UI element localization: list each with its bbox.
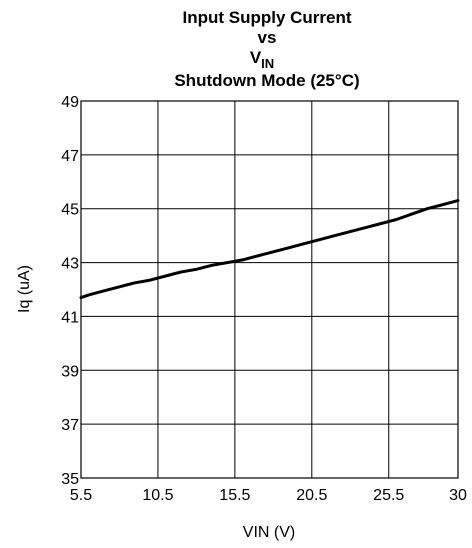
plot-frame (80, 100, 459, 479)
title-vin-base: V (250, 48, 262, 67)
title-line-1: Input Supply Current (182, 8, 351, 27)
y-axis-label: Iq (uA) (16, 265, 33, 313)
y-tick-labels: 35 37 39 41 43 45 47 49 (61, 94, 79, 488)
x-axis-label: VIN (V) (243, 524, 295, 541)
y-tick-label: 43 (61, 256, 79, 273)
x-tick-label: 15.5 (219, 487, 250, 504)
x-tick-label: 20.5 (296, 487, 327, 504)
title-line-3: VIN (250, 48, 274, 71)
grid-lines (80, 100, 459, 479)
chart-subtitle: Shutdown Mode (25°C) (174, 71, 359, 90)
y-tick-label: 39 (61, 363, 79, 380)
title-vin-subscript: IN (261, 56, 274, 71)
y-tick-label: 47 (61, 148, 79, 165)
y-tick-label: 45 (61, 202, 79, 219)
y-tick-label: 37 (61, 417, 79, 434)
title-line-2: vs (258, 28, 277, 47)
y-tick-label: 49 (61, 94, 79, 111)
x-tick-label: 30 (449, 487, 467, 504)
x-tick-label: 10.5 (142, 487, 173, 504)
chart-title: Input Supply Current vs VIN Shutdown Mod… (174, 8, 359, 90)
x-tick-labels: 5.5 10.5 15.5 20.5 25.5 30 (70, 487, 467, 504)
x-tick-label: 25.5 (373, 487, 404, 504)
series-line (79, 199, 460, 300)
y-tick-label: 35 (61, 471, 79, 488)
y-tick-label: 41 (61, 309, 79, 326)
x-tick-label: 5.5 (70, 487, 92, 504)
